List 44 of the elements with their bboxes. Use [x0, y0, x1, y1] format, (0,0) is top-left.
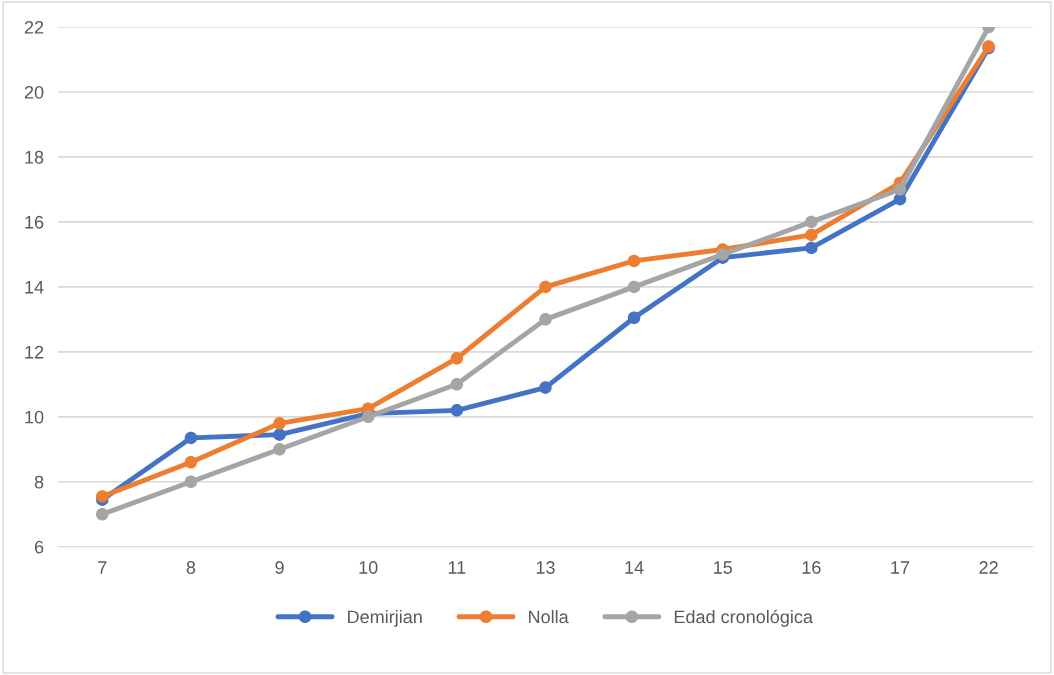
x-tick-label: 17	[891, 561, 910, 574]
y-tick-label: 12	[25, 345, 44, 359]
point	[805, 215, 818, 229]
x-tick-label: 9	[275, 561, 284, 574]
x-tick-label: 13	[536, 561, 555, 574]
y-tick-label: 22	[24, 20, 44, 34]
point	[450, 378, 464, 391]
point	[805, 241, 818, 255]
x-tick-label: 7	[98, 561, 107, 574]
legend-label: Demirjian	[348, 609, 422, 627]
point	[539, 381, 552, 394]
x-tick-label: 15	[714, 561, 732, 574]
y-tick-label: 18	[25, 150, 44, 164]
point	[627, 254, 641, 268]
point	[450, 404, 464, 417]
x-tick-label: 8	[186, 561, 196, 574]
point	[539, 280, 552, 294]
y-tick-label: 8	[34, 475, 44, 489]
point	[627, 280, 641, 294]
point	[184, 475, 198, 489]
y-tick-label: 6	[34, 540, 44, 554]
point	[184, 456, 198, 469]
point	[893, 183, 907, 196]
point	[627, 311, 641, 324]
point	[273, 428, 286, 441]
x-tick-label: 11	[448, 561, 466, 574]
point	[184, 431, 198, 445]
x-tick-label: 14	[625, 561, 644, 574]
point	[273, 443, 286, 456]
y-tick-label: 10	[25, 410, 44, 424]
x-tick-label: 10	[359, 561, 378, 574]
point	[805, 228, 818, 242]
point	[273, 417, 286, 430]
legend-label: Nolla	[529, 609, 569, 624]
x-tick-label: 22	[979, 561, 998, 574]
legend-label: Edad cronológica	[674, 609, 813, 627]
point	[450, 352, 464, 365]
x-tick-label: 16	[802, 561, 821, 574]
point	[539, 313, 552, 326]
y-tick-label: 20	[24, 85, 44, 99]
point	[96, 508, 109, 521]
y-tick-label: 16	[25, 215, 44, 229]
point	[361, 410, 375, 424]
y-tick-label: 14	[25, 281, 44, 294]
